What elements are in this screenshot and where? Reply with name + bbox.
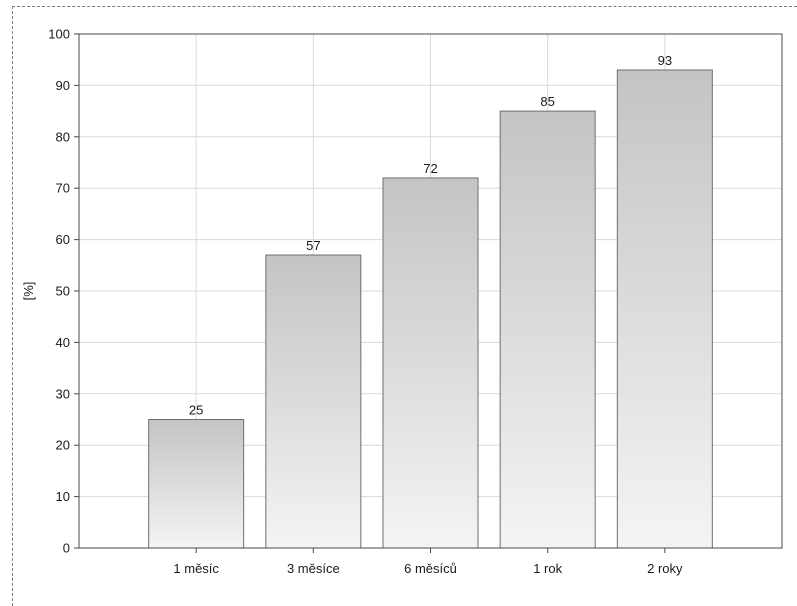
y-tick-label: 80 <box>56 129 70 144</box>
data-label: 57 <box>306 238 320 253</box>
x-tick-label: 1 rok <box>533 561 562 576</box>
y-tick-label: 10 <box>56 489 70 504</box>
x-tick-label: 3 měsíce <box>287 561 340 576</box>
bar <box>616 69 713 549</box>
y-tick-label: 60 <box>56 232 70 247</box>
y-tick-label: 50 <box>56 284 70 299</box>
bar <box>382 177 479 549</box>
x-tick-label: 1 měsíc <box>173 561 219 576</box>
y-tick-label: 70 <box>56 181 70 196</box>
bar <box>265 254 362 549</box>
y-tick-label: 40 <box>56 335 70 350</box>
data-labels: 25 57 72 85 93 <box>189 53 672 418</box>
data-label: 25 <box>189 403 203 418</box>
y-axis-label: [%] <box>21 282 36 301</box>
y-axis: 0 10 20 30 40 50 60 70 80 90 100 <box>48 27 79 556</box>
bar-chart: 0 10 20 30 40 50 60 70 80 90 100 1 měsíc 3 měsíce 6 … <box>21 27 783 576</box>
y-tick-label: 0 <box>63 541 70 556</box>
frame-border <box>12 6 797 606</box>
bar <box>499 110 596 549</box>
data-label: 72 <box>423 161 437 176</box>
data-label: 85 <box>540 94 554 109</box>
y-tick-label: 90 <box>56 78 70 93</box>
y-tick-label: 100 <box>48 27 70 42</box>
bars <box>148 69 713 549</box>
y-tick-label: 20 <box>56 438 70 453</box>
x-tick-label: 6 měsíců <box>404 561 457 576</box>
data-label: 93 <box>658 53 672 68</box>
chart-frame: 0 10 20 30 40 50 60 70 80 90 100 1 měsíc 3 měsíce 6 … <box>12 6 797 606</box>
x-axis: 1 měsíc 3 měsíce 6 měsíců 1 rok 2 roky <box>173 548 683 576</box>
x-tick-label: 2 roky <box>647 561 683 576</box>
y-tick-label: 30 <box>56 386 70 401</box>
bar <box>148 419 245 549</box>
